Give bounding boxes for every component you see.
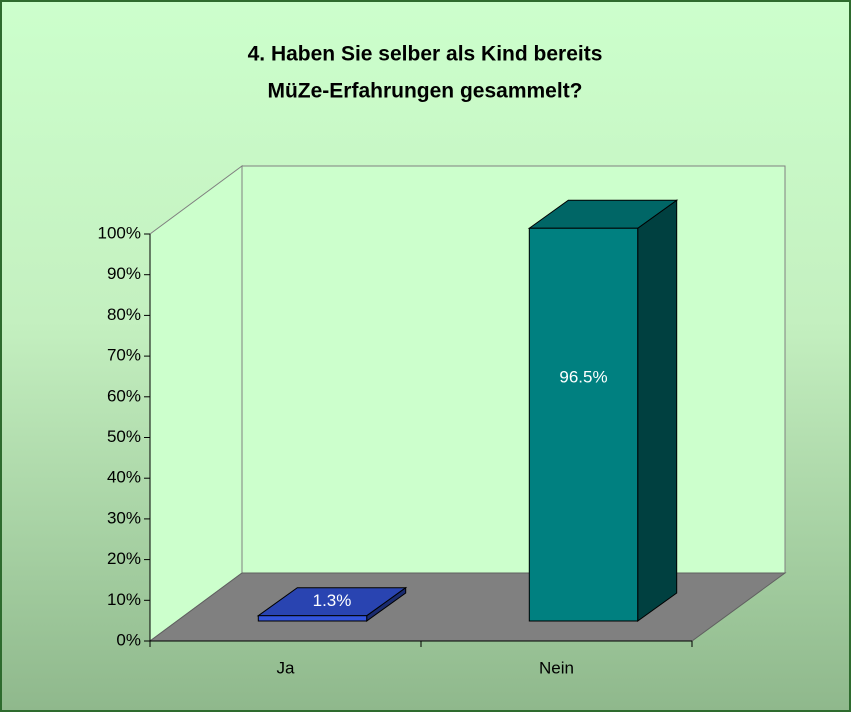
y-tick-label: 50%	[107, 427, 141, 446]
chart-title: MüZe-Erfahrungen gesammelt?	[267, 80, 582, 103]
bar-side	[637, 199, 678, 622]
side-wall	[149, 165, 243, 642]
y-tick-label: 30%	[107, 508, 141, 527]
y-tick-label: 0%	[116, 630, 141, 649]
y-tick-label: 80%	[107, 305, 141, 324]
bar	[528, 227, 639, 622]
data-label: 1.3%	[313, 591, 352, 610]
floor	[148, 572, 787, 642]
y-tick-label: 60%	[107, 386, 141, 405]
chart-title: 4. Haben Sie selber als Kind bereits	[248, 43, 603, 66]
y-tick-label: 70%	[107, 346, 141, 365]
y-tick-label: 100%	[98, 223, 141, 242]
x-tick-label: Nein	[539, 658, 574, 677]
y-tick-label: 40%	[107, 468, 141, 487]
y-tick-label: 20%	[107, 549, 141, 568]
y-tick-label: 90%	[107, 264, 141, 283]
y-tick-label: 10%	[107, 590, 141, 609]
x-tick-label: Ja	[277, 658, 296, 677]
bar	[257, 615, 368, 622]
data-label: 96.5%	[559, 368, 607, 387]
back-wall	[241, 165, 786, 574]
